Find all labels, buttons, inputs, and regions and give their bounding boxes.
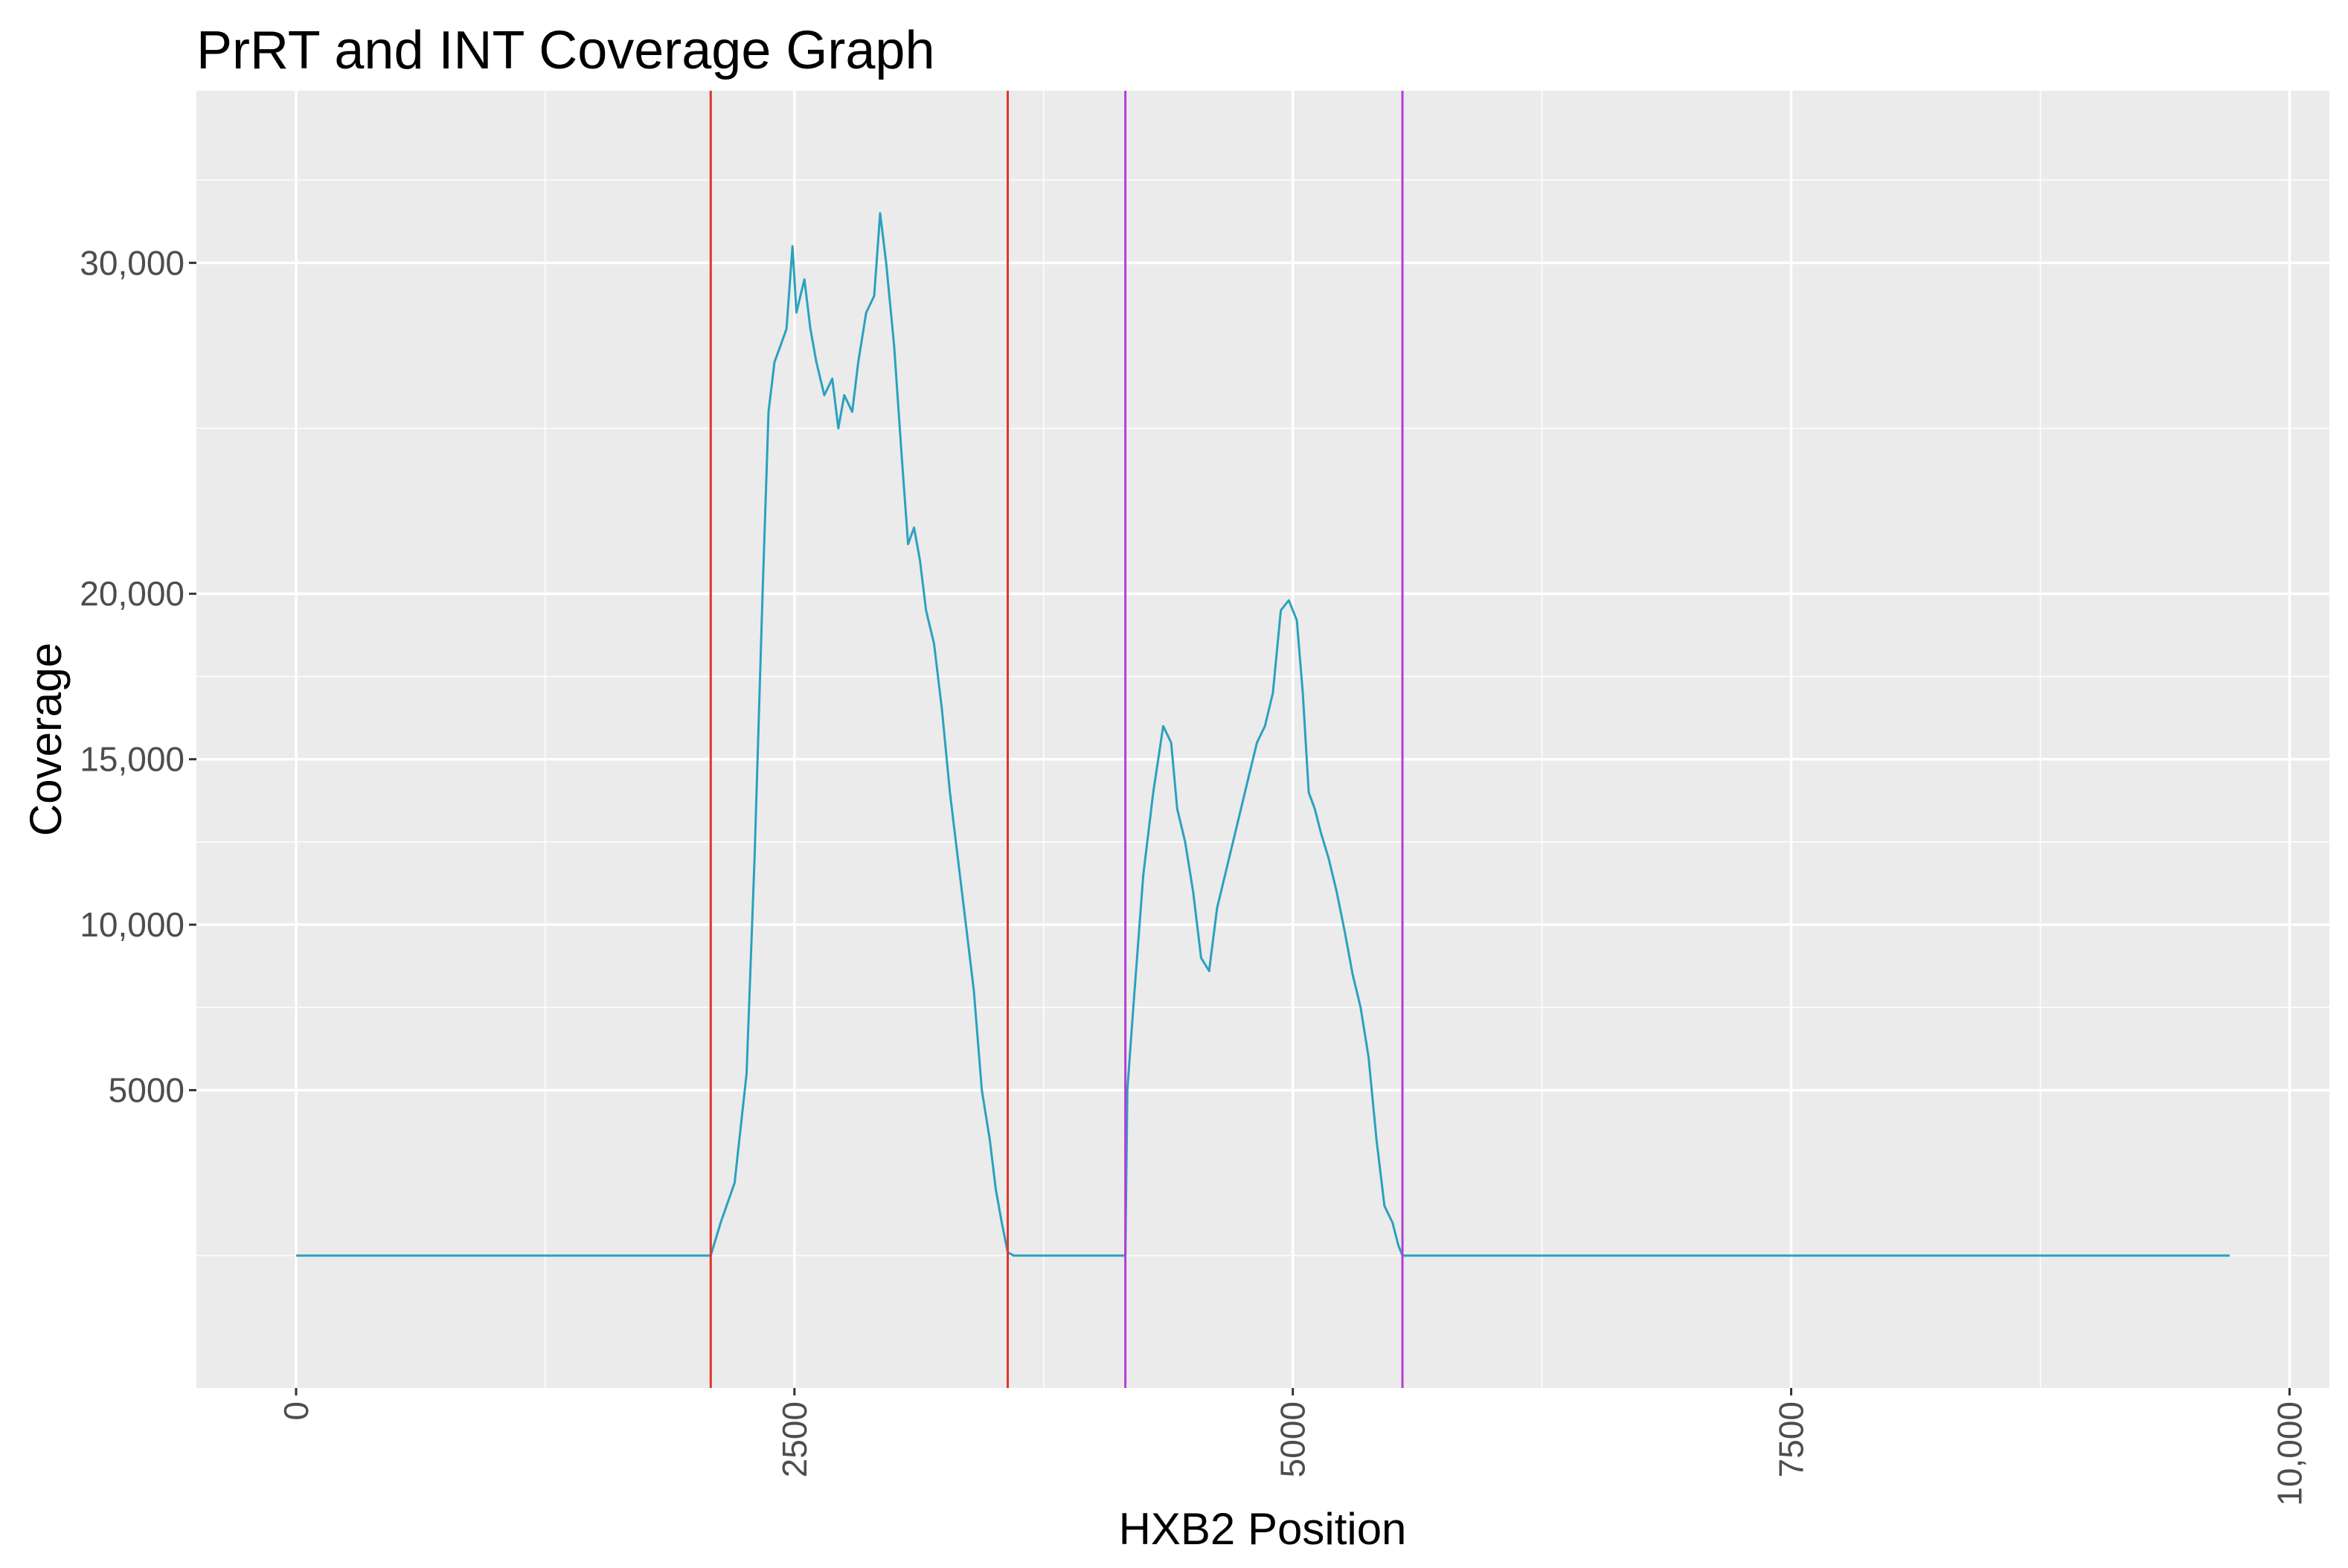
x-tick-label: 7500 [1772, 1401, 1811, 1477]
y-tick-label: 20,000 [80, 574, 185, 613]
y-tick-label: 10,000 [80, 905, 185, 944]
y-tick-label: 5000 [109, 1071, 185, 1110]
y-tick-label: 15,000 [80, 740, 185, 779]
chart-title: PrRT and INT Coverage Graph [196, 21, 935, 80]
plot-panel [196, 91, 2329, 1388]
region-boundary-lines [709, 91, 1404, 1388]
x-axis: 0 2500 5000 7500 10,000 [277, 1388, 2309, 1506]
x-tick-label: 0 [277, 1401, 315, 1421]
y-tick-label: 30,000 [80, 243, 185, 282]
x-tick-label: 2500 [775, 1401, 814, 1477]
major-gridlines [196, 91, 2329, 1388]
coverage-line [296, 212, 2230, 1257]
coverage-series [296, 212, 2230, 1257]
x-tick-label: 10,000 [2270, 1401, 2309, 1506]
y-axis: 5000 10,000 15,000 20,000 30,000 [80, 243, 196, 1110]
x-axis-title: HXB2 Position [1119, 1504, 1407, 1554]
y-axis-title: Coverage [21, 643, 71, 836]
x-tick-label: 5000 [1274, 1401, 1312, 1477]
